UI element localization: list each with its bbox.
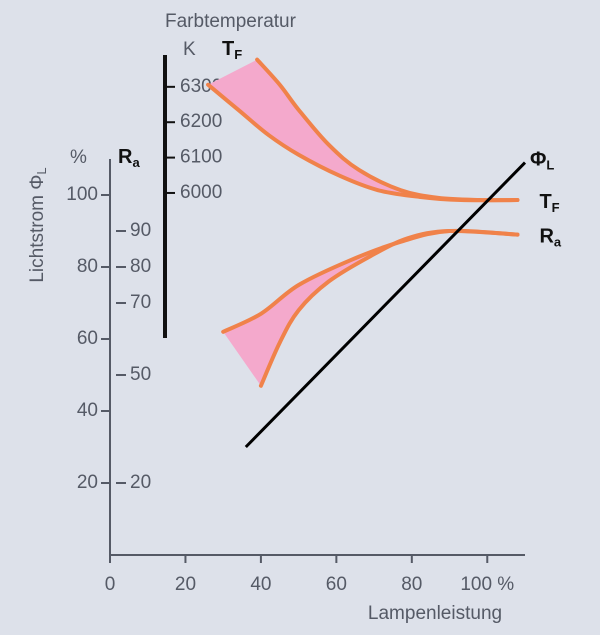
series-label: ΦL bbox=[530, 149, 554, 173]
ra-axis-label: Ra bbox=[118, 146, 140, 170]
label: Lichtstrom Φ bbox=[27, 175, 48, 283]
x-axis-title: Lampenleistung bbox=[368, 603, 502, 624]
symbol: R bbox=[539, 226, 554, 248]
y-axis-title: Lichtstrom ΦL bbox=[27, 167, 49, 282]
subscript: L bbox=[34, 167, 49, 174]
subscript: a bbox=[132, 155, 140, 170]
ra-tick-label: 20 bbox=[130, 472, 151, 493]
y-tick-label: 100 bbox=[66, 184, 98, 205]
band-edge bbox=[206, 82, 520, 203]
subscript: F bbox=[552, 200, 560, 215]
x-tick-label: 20 bbox=[175, 574, 196, 595]
x-tick-label: 0 bbox=[105, 574, 116, 595]
x-tick-label: 40 bbox=[250, 574, 271, 595]
temp-axis-symbol: TF bbox=[222, 38, 242, 62]
temp-tick-label: 6300 bbox=[180, 76, 222, 97]
y-tick-label: 60 bbox=[77, 328, 98, 349]
ra-tick-label: 90 bbox=[130, 220, 151, 241]
x-tick-label: 100 % bbox=[460, 574, 514, 595]
y-tick-label: 40 bbox=[77, 400, 98, 421]
y-axis-unit: % bbox=[70, 147, 87, 168]
series-label: Ra bbox=[539, 226, 561, 250]
temp-tick-label: 6200 bbox=[180, 111, 222, 132]
ra-tick-label: 80 bbox=[130, 256, 151, 277]
temp-tick-label: 6100 bbox=[180, 147, 222, 168]
x-tick-label: 60 bbox=[326, 574, 347, 595]
series-line bbox=[244, 161, 527, 449]
symbol: R bbox=[118, 146, 133, 168]
symbol: T bbox=[222, 38, 234, 60]
subscript: F bbox=[234, 47, 242, 62]
symbol: Φ bbox=[530, 149, 546, 171]
ra-tick-label: 70 bbox=[130, 292, 151, 313]
y-tick-label: 80 bbox=[77, 256, 98, 277]
ra-tick-label: 50 bbox=[130, 364, 151, 385]
subscript: L bbox=[546, 158, 554, 173]
band-edge bbox=[258, 228, 520, 388]
symbol: T bbox=[539, 191, 551, 213]
x-tick-label: 80 bbox=[401, 574, 422, 595]
subscript: a bbox=[554, 235, 562, 250]
band-fill bbox=[223, 231, 518, 386]
temp-axis-unit: K bbox=[183, 39, 196, 60]
temp-tick-label: 6000 bbox=[180, 182, 222, 203]
y-tick-label: 20 bbox=[77, 472, 98, 493]
series-label: TF bbox=[539, 191, 559, 215]
temp-axis-title: Farbtemperatur bbox=[165, 11, 297, 32]
